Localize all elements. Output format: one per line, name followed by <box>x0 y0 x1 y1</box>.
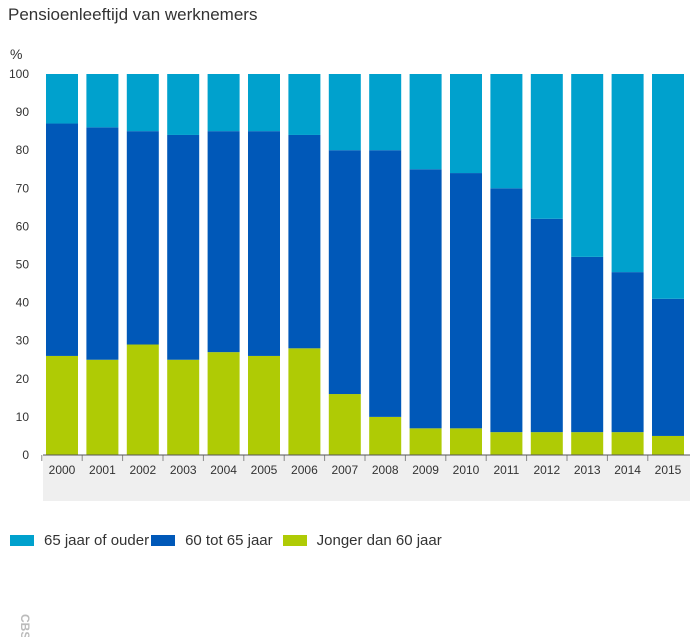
bar-segment <box>86 359 119 455</box>
x-tick-label: 2013 <box>574 463 601 477</box>
legend-item: 60 tot 65 jaar <box>151 532 273 549</box>
bar-segment <box>611 74 644 273</box>
bar-segment <box>126 131 159 345</box>
bar-segment <box>571 74 604 257</box>
y-tick-label: 20 <box>16 372 30 386</box>
legend-label: Jonger dan 60 jaar <box>316 532 442 549</box>
bars-group <box>46 74 684 455</box>
x-tick-label: 2014 <box>614 463 641 477</box>
x-tick-label: 2001 <box>89 463 116 477</box>
bar-segment <box>207 131 240 353</box>
bar-segment <box>450 74 482 174</box>
x-tick-label: 2012 <box>533 463 560 477</box>
bar-segment <box>248 74 280 132</box>
cbs-logo: CBS <box>18 614 31 637</box>
y-tick-label: 80 <box>16 143 30 157</box>
bar-segment <box>46 123 78 356</box>
x-tick-label: 2006 <box>291 463 318 477</box>
bar-segment <box>86 127 119 360</box>
bar-segment <box>126 344 159 455</box>
legend-label: 60 tot 65 jaar <box>185 532 273 549</box>
bar-segment <box>490 74 523 189</box>
legend-swatch <box>282 535 307 546</box>
bar-segment <box>611 272 644 433</box>
bar-segment <box>207 74 240 132</box>
bar-segment <box>46 74 78 124</box>
bar-segment <box>611 432 644 455</box>
y-tick-label: 100 <box>9 67 29 81</box>
y-tick-label: 60 <box>16 219 30 233</box>
x-tick-label: 2002 <box>129 463 156 477</box>
y-axis-label: % <box>10 46 22 62</box>
x-tick-label: 2004 <box>210 463 237 477</box>
bar-segment <box>450 173 482 429</box>
bar-segment <box>46 355 78 455</box>
bar-segment <box>530 74 563 219</box>
y-tick-label: 40 <box>16 296 30 310</box>
legend-item: Jonger dan 60 jaar <box>282 532 442 549</box>
bar-segment <box>207 352 240 455</box>
bar-segment <box>288 134 321 349</box>
x-tick-label: 2009 <box>412 463 439 477</box>
legend-swatch <box>151 535 176 546</box>
bar-segment <box>369 74 402 151</box>
bar-segment <box>652 74 684 299</box>
bar-segment <box>328 394 361 455</box>
legend: 65 jaar of ouder 60 tot 65 jaar Jonger dan… <box>10 532 452 549</box>
x-tick-label: 2003 <box>170 463 197 477</box>
bar-segment <box>248 131 280 356</box>
bar-segment <box>328 150 361 395</box>
bar-segment <box>167 359 200 455</box>
chart-title: Pensioenleeftijd van werknemers <box>8 5 258 24</box>
bar-segment <box>530 432 563 455</box>
x-axis-band <box>43 455 690 501</box>
x-tick-label: 2015 <box>655 463 682 477</box>
y-ticks: 0 10 20 30 40 50 60 70 80 90 100 <box>9 67 29 462</box>
x-tick-label: 2005 <box>251 463 278 477</box>
bar-segment <box>167 74 200 135</box>
bar-segment <box>571 432 604 455</box>
bar-segment <box>652 298 684 436</box>
bar-segment <box>288 348 321 455</box>
x-tick-label: 2011 <box>493 463 519 477</box>
bar-segment <box>126 74 159 132</box>
legend-item: 65 jaar of ouder <box>10 532 149 549</box>
y-tick-label: 50 <box>16 258 30 272</box>
y-tick-label: 90 <box>16 105 30 119</box>
bar-segment <box>248 355 280 455</box>
bar-segment <box>409 74 442 170</box>
bar-segment <box>652 435 684 455</box>
bar-segment <box>571 256 604 433</box>
x-tick-label: 2000 <box>49 463 76 477</box>
bar-segment <box>409 428 442 455</box>
x-tick-label: 2007 <box>331 463 358 477</box>
bar-segment <box>409 169 442 429</box>
bar-segment <box>490 188 523 433</box>
y-tick-label: 30 <box>16 334 30 348</box>
y-tick-label: 10 <box>16 410 30 424</box>
bar-segment <box>369 416 402 455</box>
legend-swatch <box>10 535 34 546</box>
bar-segment <box>369 150 402 417</box>
bar-segment <box>530 218 563 433</box>
x-tick-label: 2008 <box>372 463 399 477</box>
bar-segment <box>86 74 119 128</box>
bar-segment <box>450 428 482 455</box>
bar-segment <box>167 134 200 360</box>
bar-segment <box>328 74 361 151</box>
y-tick-label: 0 <box>22 448 29 462</box>
x-tick-label: 2010 <box>453 463 480 477</box>
legend-label: 65 jaar of ouder <box>44 532 150 549</box>
bar-segment <box>490 432 523 455</box>
x-ticks: 2000 2001 2002 2003 2004 2005 2006 2007 2008 2009… <box>41 455 682 477</box>
y-tick-label: 70 <box>16 181 30 195</box>
bar-segment <box>288 74 321 135</box>
